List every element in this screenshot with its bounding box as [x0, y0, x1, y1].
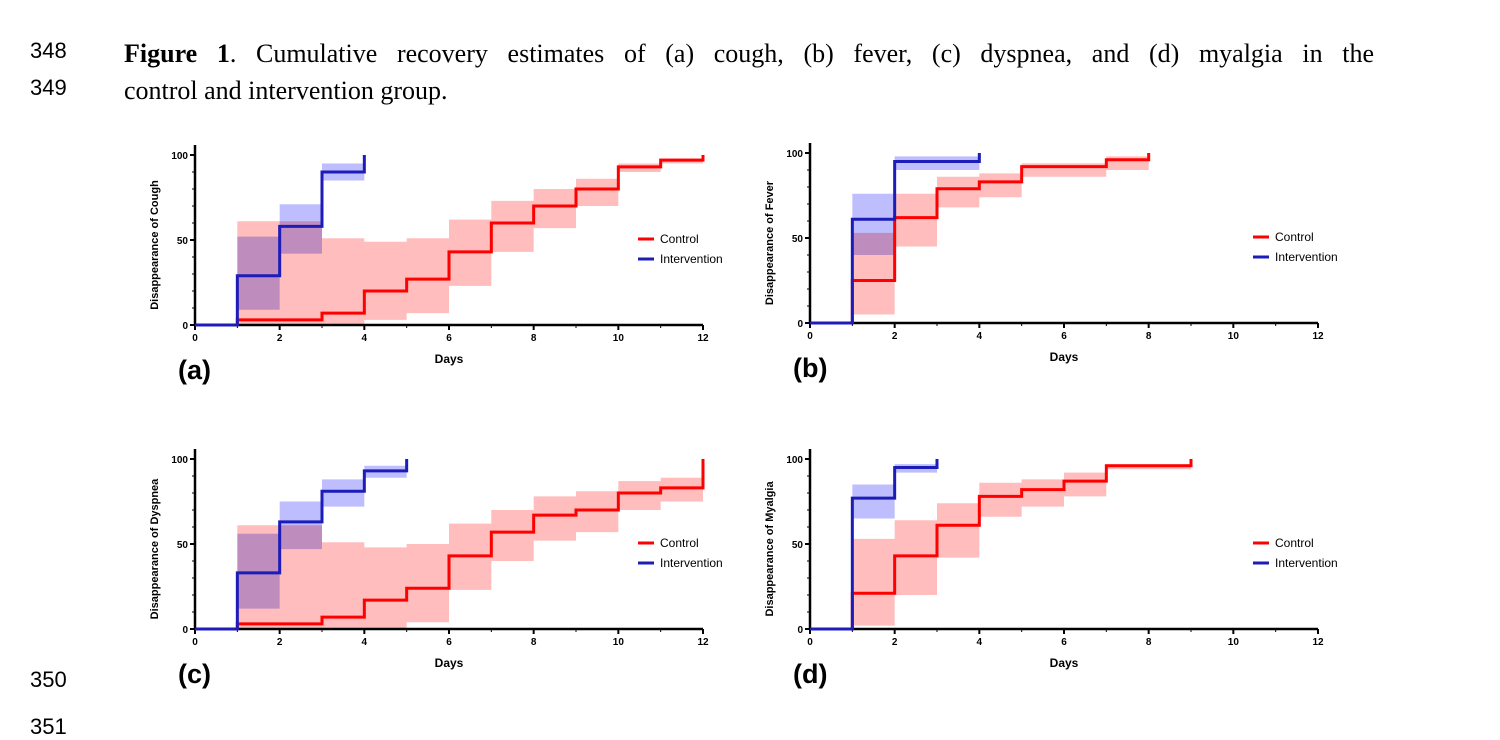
x-tick-label: 2	[892, 331, 898, 342]
x-tick-label: 2	[892, 637, 898, 648]
panel-label: (a)	[178, 355, 211, 385]
figure-label: Figure 1	[124, 39, 230, 68]
control-ci-band	[237, 477, 703, 629]
x-tick-label: 6	[446, 333, 452, 344]
chart-panel-c: 0 50 100 0 2 4 6 8 10 12 Days Disappearance of Dysp…	[140, 434, 760, 724]
chart-a: 0 50 100 0 2 4 6 8 10 12 Days Disappearance of Coug…	[149, 145, 723, 385]
x-tick-label: 0	[807, 331, 813, 342]
legend-label-control: Control	[660, 232, 699, 246]
x-tick-label: 4	[977, 637, 983, 648]
panel-label: (b)	[793, 353, 827, 383]
x-tick-label: 10	[1228, 637, 1240, 648]
x-tick-label: 2	[277, 637, 283, 648]
control-ci-band	[852, 156, 1149, 315]
y-axis-label: Disappearance of Myalgia	[764, 481, 776, 617]
intervention-ci-band	[237, 163, 365, 310]
y-tick-label: 50	[177, 540, 189, 551]
x-axis-label: Days	[435, 656, 464, 670]
panel-label: (d)	[793, 659, 827, 689]
y-tick-label: 100	[786, 149, 803, 160]
legend-label-control: Control	[1275, 536, 1314, 550]
line-number-348: 348	[30, 38, 67, 63]
y-tick-label: 100	[171, 151, 188, 162]
x-tick-label: 6	[1061, 331, 1067, 342]
x-axis-label: Days	[435, 352, 464, 366]
y-tick-label: 50	[792, 540, 804, 551]
x-tick-label: 12	[1312, 331, 1324, 342]
chart-panel-b: 0 50 100 0 2 4 6 8 10 12 Days Disappearance of Feve…	[755, 128, 1375, 418]
intervention-step-line	[195, 459, 409, 631]
y-tick-label: 100	[171, 455, 188, 466]
x-axis-label: Days	[1050, 350, 1079, 364]
x-axis-label: Days	[1050, 656, 1079, 670]
y-tick-label: 100	[786, 455, 803, 466]
x-tick-label: 8	[531, 637, 537, 648]
x-tick-label: 4	[362, 333, 368, 344]
control-step-line	[810, 153, 1151, 325]
y-tick-label: 0	[182, 321, 188, 332]
x-tick-label: 12	[1312, 637, 1324, 648]
y-tick-label: 0	[797, 319, 803, 330]
intervention-step-line	[195, 155, 366, 327]
y-tick-label: 0	[182, 625, 188, 636]
x-tick-label: 2	[277, 333, 283, 344]
x-tick-label: 10	[1228, 331, 1240, 342]
control-step-line	[195, 155, 705, 327]
intervention-ci-band	[852, 156, 980, 255]
x-tick-label: 8	[1146, 331, 1152, 342]
chart-b: 0 50 100 0 2 4 6 8 10 12 Days Disappearance of Feve…	[764, 143, 1338, 383]
y-tick-label: 50	[792, 234, 804, 245]
legend-label-intervention: Intervention	[1275, 250, 1338, 264]
x-tick-label: 6	[1061, 637, 1067, 648]
control-ci-band	[237, 158, 703, 325]
legend-label-control: Control	[1275, 230, 1314, 244]
x-tick-label: 6	[446, 637, 452, 648]
x-tick-label: 12	[697, 333, 709, 344]
control-ci-band	[852, 464, 1191, 626]
y-axis-label: Disappearance of Fever	[764, 180, 776, 305]
legend-label-intervention: Intervention	[660, 556, 723, 570]
legend-label-intervention: Intervention	[1275, 556, 1338, 570]
intervention-step-line	[810, 459, 939, 631]
caption-line-2: control and intervention group.	[124, 76, 448, 105]
x-tick-label: 0	[192, 333, 198, 344]
legend-label-control: Control	[660, 536, 699, 550]
x-tick-label: 10	[613, 333, 625, 344]
intervention-step-line	[810, 153, 981, 325]
chart-d: 0 50 100 0 2 4 6 8 10 12 Days Disappearance of Myal…	[764, 449, 1338, 689]
legend-label-intervention: Intervention	[660, 252, 723, 266]
chart-panel-d: 0 50 100 0 2 4 6 8 10 12 Days Disappearance of Myal…	[755, 434, 1375, 724]
x-tick-label: 12	[697, 637, 709, 648]
y-axis-label: Disappearance of Dyspnea	[149, 478, 161, 619]
y-tick-label: 0	[797, 625, 803, 636]
x-tick-label: 4	[362, 637, 368, 648]
x-tick-label: 10	[613, 637, 625, 648]
line-number-351: 351	[30, 714, 67, 739]
x-tick-label: 8	[531, 333, 537, 344]
control-step-line	[810, 459, 1193, 631]
control-step-line	[195, 459, 705, 631]
chart-c: 0 50 100 0 2 4 6 8 10 12 Days Disappearance of Dysp…	[149, 449, 723, 689]
x-tick-label: 0	[807, 637, 813, 648]
x-tick-label: 4	[977, 331, 983, 342]
line-number-350: 350	[30, 667, 67, 692]
panel-label: (c)	[178, 659, 211, 689]
figure-caption: Figure 1. Cumulative recovery estimates …	[124, 35, 1374, 109]
x-tick-label: 0	[192, 637, 198, 648]
x-tick-label: 8	[1146, 637, 1152, 648]
line-number-349: 349	[30, 75, 67, 100]
chart-panel-a: 0 50 100 0 2 4 6 8 10 12 Days Disappearance of Coug…	[140, 130, 760, 420]
y-tick-label: 50	[177, 236, 189, 247]
caption-line-1: . Cumulative recovery estimates of (a) c…	[229, 39, 1374, 68]
y-axis-label: Disappearance of Cough	[149, 180, 161, 310]
